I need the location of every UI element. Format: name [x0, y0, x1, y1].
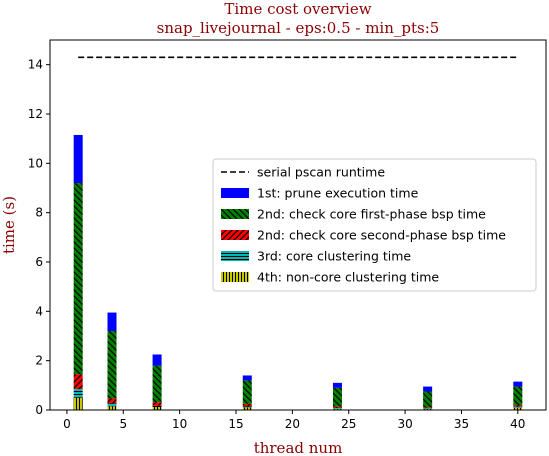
bar-segment-3-thread-16 — [242, 380, 252, 404]
y-axis-label: time (s) — [0, 196, 18, 254]
x-tick-label-5: 5 — [119, 417, 127, 431]
legend-label-2: 2nd: check core first-phase bsp time — [257, 207, 486, 222]
axes: 0 5 10 15 20 25 30 35 40 0 2 4 6 8 10 12 14 — [28, 39, 547, 431]
legend-label-4: 3rd: core clustering time — [257, 249, 411, 264]
x-tick-label-10: 10 — [172, 417, 187, 431]
bar-segment-4-thread-32 — [423, 386, 433, 392]
legend-box — [212, 158, 537, 292]
bar-segment-2-thread-8 — [152, 402, 162, 406]
bar-segment-0-thread-40 — [513, 408, 523, 410]
legend-label-5: 4th: non-core clustering time — [257, 270, 439, 285]
bar-segment-3-thread-4 — [107, 331, 117, 399]
bar-segment-0-thread-1 — [73, 397, 83, 410]
axes-frame — [49, 39, 547, 411]
bar-segment-2-thread-16 — [242, 403, 252, 407]
y-tick-label-14: 14 — [28, 58, 43, 72]
bar-segment-0-thread-24 — [332, 408, 342, 410]
bar-segment-1-thread-16 — [242, 406, 252, 408]
bar-segment-3-thread-40 — [513, 386, 523, 406]
bar-segment-1-thread-24 — [332, 408, 342, 409]
legend-swatch-1 — [221, 188, 249, 198]
legend-label-0: serial pscan runtime — [257, 165, 385, 180]
x-tick-label-25: 25 — [341, 417, 356, 431]
bar-segment-4-thread-40 — [513, 381, 523, 387]
legend-swatch-3 — [221, 230, 249, 240]
y-tick-label-6: 6 — [35, 255, 43, 269]
bar-segment-2-thread-32 — [423, 407, 433, 409]
bar-segment-2-thread-24 — [332, 406, 342, 409]
plot-area — [73, 56, 523, 410]
bar-segment-4-thread-8 — [152, 354, 162, 366]
bar-segment-3-thread-32 — [423, 391, 433, 408]
bar-segment-4-thread-16 — [242, 375, 252, 381]
x-tick-label-30: 30 — [397, 417, 412, 431]
x-tick-label-15: 15 — [228, 417, 243, 431]
bar-segment-0-thread-8 — [152, 407, 162, 410]
y-tick-label-2: 2 — [35, 354, 43, 368]
chart-subtitle: snap_livejournal - eps:0.5 - min_pts:5 — [157, 19, 440, 37]
bar-segment-1-thread-8 — [152, 405, 162, 408]
bar-segment-2-thread-1 — [73, 374, 83, 390]
bar-segment-3-thread-1 — [73, 183, 83, 375]
legend-swatch-4 — [221, 251, 249, 261]
bar-segment-1-thread-40 — [513, 406, 523, 409]
bar-segment-1-thread-32 — [423, 408, 433, 410]
bar-segment-4-thread-4 — [107, 312, 117, 332]
bar-segment-3-thread-8 — [152, 365, 162, 403]
bar-segment-0-thread-4 — [107, 406, 117, 410]
y-tick-label-8: 8 — [35, 206, 43, 220]
bar-segment-1-thread-4 — [107, 403, 117, 407]
legend-swatch-2 — [221, 209, 249, 219]
x-axis-label: thread num — [254, 439, 343, 456]
legend-label-3: 2nd: check core second-phase bsp time — [257, 228, 506, 243]
bar-segment-2-thread-40 — [513, 405, 523, 407]
bar-segment-4-thread-1 — [73, 134, 83, 184]
x-tick-label-0: 0 — [63, 417, 71, 431]
bar-segment-0-thread-16 — [242, 407, 252, 410]
y-tick-label-12: 12 — [28, 107, 43, 121]
x-tick-label-35: 35 — [454, 417, 469, 431]
legend: serial pscan runtime 1st: prune execution… — [212, 158, 537, 292]
x-tick-label-40: 40 — [510, 417, 525, 431]
bar-segment-2-thread-4 — [107, 398, 117, 404]
legend-label-1: 1st: prune execution time — [257, 186, 419, 201]
x-tick-label-20: 20 — [285, 417, 300, 431]
legend-swatch-5 — [221, 272, 249, 282]
bar-segment-1-thread-1 — [73, 389, 83, 398]
bar-segment-3-thread-24 — [332, 387, 342, 407]
y-tick-label-10: 10 — [28, 156, 43, 170]
y-tick-label-0: 0 — [35, 403, 43, 417]
bar-segment-4-thread-24 — [332, 382, 342, 388]
y-tick-label-4: 4 — [35, 304, 43, 318]
chart-title: Time cost overview — [224, 0, 371, 18]
